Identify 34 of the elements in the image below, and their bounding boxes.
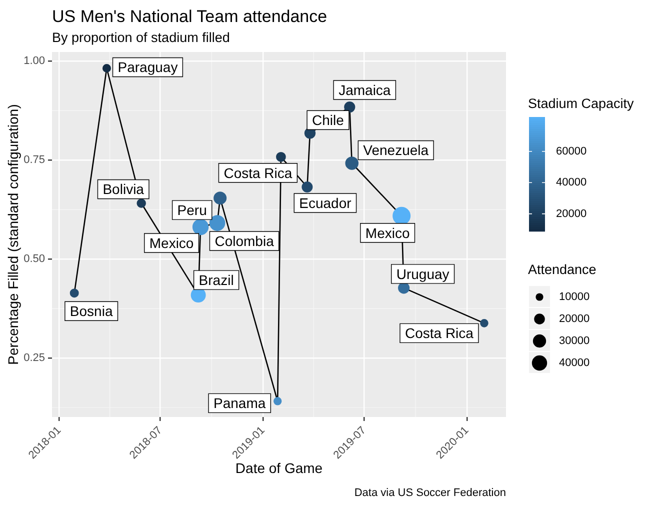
color-bar-label: 60000: [556, 145, 587, 158]
y-tick-label: 0.25: [24, 352, 45, 364]
legend-label: 40000: [559, 357, 590, 370]
color-bar-title: Stadium Capacity: [528, 96, 634, 111]
chart-title: US Men's National Team attendance: [52, 7, 328, 26]
data-label: Colombia: [214, 232, 274, 249]
y-tick-label: 0.75: [24, 154, 45, 166]
data-label: Paraguay: [118, 59, 178, 76]
x-axis-title: Date of Game: [235, 460, 323, 476]
data-label: Peru: [177, 202, 207, 218]
data-label: Mexico: [365, 224, 410, 241]
legend-label: 20000: [559, 313, 590, 326]
color-bar-label: 40000: [556, 176, 587, 189]
data-label: Jamaica: [338, 82, 391, 98]
y-tick-label: 1.00: [24, 55, 45, 68]
data-label: Panama: [214, 395, 266, 412]
data-label: Mexico: [149, 234, 194, 251]
legend-label: 30000: [559, 335, 590, 348]
legend-label: 10000: [559, 291, 590, 304]
data-label: Ecuador: [299, 194, 352, 211]
data-label: Bolivia: [102, 181, 144, 198]
data-label: Costa Rica: [224, 164, 292, 181]
chart-subtitle: By proportion of stadium filled: [52, 30, 230, 45]
y-tick-label: 0.50: [24, 253, 45, 266]
text: Data via US Soccer Federation: [354, 487, 506, 499]
data-label: Brazil: [198, 272, 234, 288]
y-axis-title: Percentage Filled (standard configuration): [5, 104, 21, 365]
data-label: Venezuela: [363, 142, 429, 158]
data-label: Uruguay: [396, 266, 450, 282]
color-bar-label: 20000: [556, 208, 587, 220]
data-label: Costa Rica: [404, 325, 474, 342]
data-label: Bosnia: [70, 302, 113, 319]
legend-title: Attendance: [528, 262, 596, 277]
data-label: Chile: [312, 112, 344, 128]
